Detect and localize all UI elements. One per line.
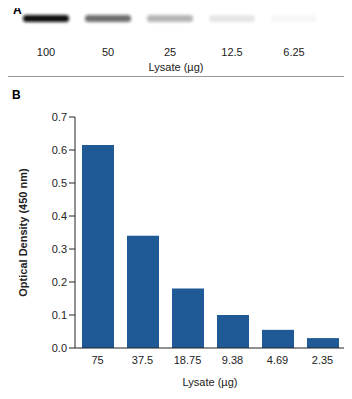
html-text:A: A (13, 3, 22, 17)
svg-text:0.5: 0.5 (52, 177, 67, 189)
svg-text:2.35: 2.35 (312, 354, 333, 366)
svg-text:0.3: 0.3 (52, 243, 67, 255)
html-text:B: B (12, 88, 21, 102)
svg-text:Lysate (µg): Lysate (µg) (149, 61, 204, 73)
svg-text:6.25: 6.25 (283, 46, 304, 58)
svg-text:50: 50 (102, 46, 114, 58)
svg-text:37.5: 37.5 (132, 354, 153, 366)
svg-text:Lysate (µg): Lysate (µg) (183, 376, 238, 388)
svg-text:9.38: 9.38 (222, 354, 243, 366)
svg-text:0.0: 0.0 (52, 342, 67, 354)
svg-text:0.2: 0.2 (52, 276, 67, 288)
svg-text:Optical Density (450 nm): Optical Density (450 nm) (17, 168, 29, 297)
svg-text:75: 75 (91, 354, 103, 366)
svg-text:100: 100 (37, 46, 55, 58)
svg-text:12.5: 12.5 (221, 46, 242, 58)
svg-text:25: 25 (164, 46, 176, 58)
svg-text:0.4: 0.4 (52, 210, 67, 222)
svg-text:0.6: 0.6 (52, 144, 67, 156)
svg-text:0.7: 0.7 (52, 111, 67, 123)
svg-text:4.69: 4.69 (267, 354, 288, 366)
svg-text:18.75: 18.75 (174, 354, 202, 366)
svg-text:0.1: 0.1 (52, 309, 67, 321)
